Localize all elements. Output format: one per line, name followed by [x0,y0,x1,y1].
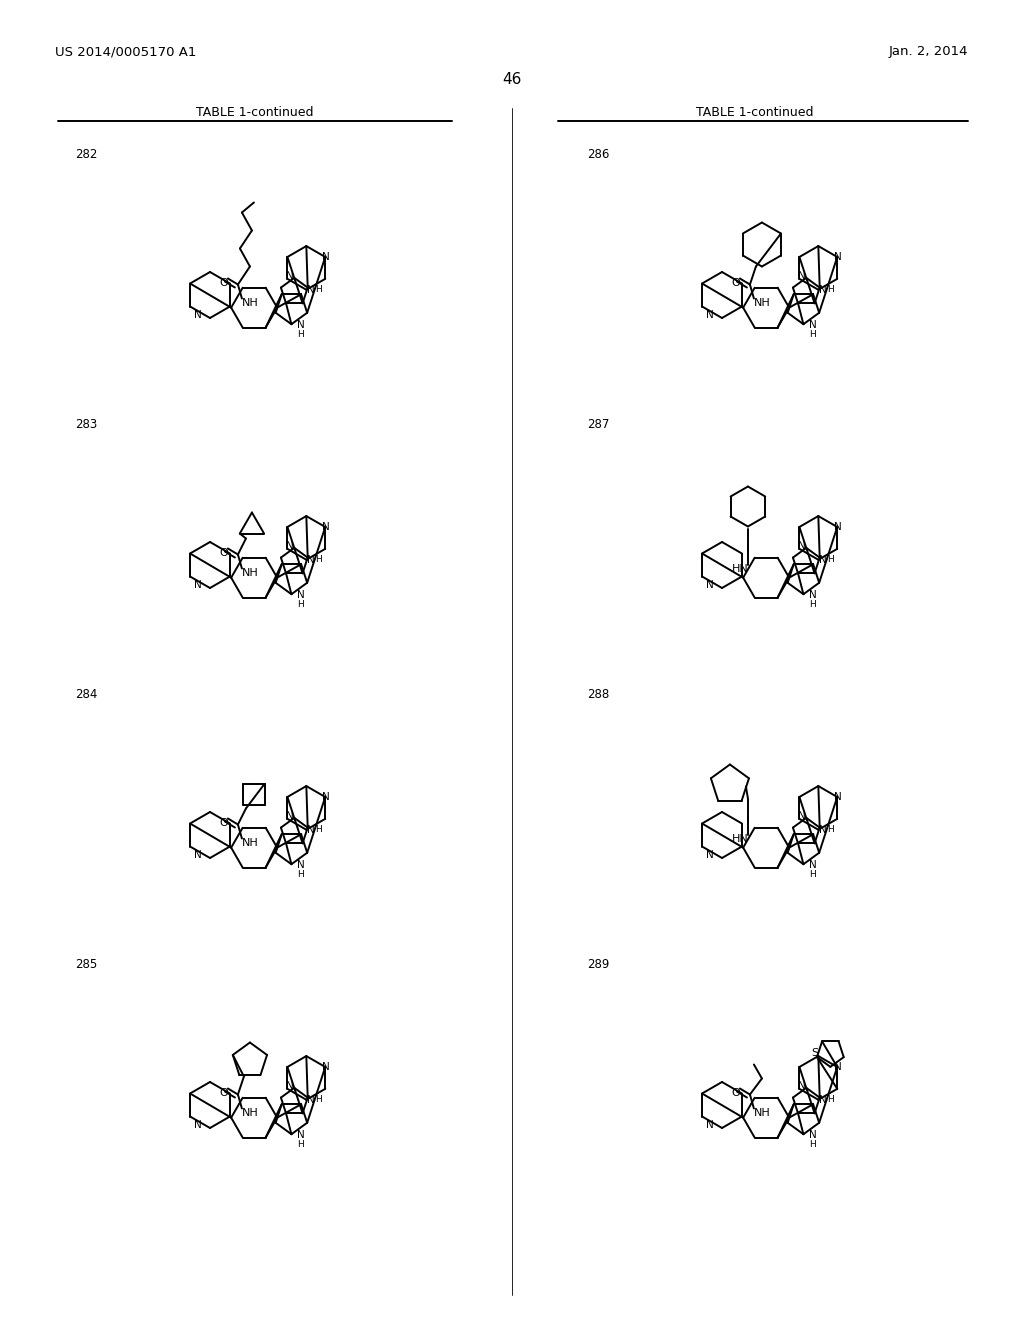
Text: N: N [297,861,304,870]
Text: NH: NH [242,1107,259,1118]
Text: H: H [297,601,304,610]
Text: H: H [827,1096,835,1105]
Text: Jan. 2, 2014: Jan. 2, 2014 [889,45,968,58]
Text: 288: 288 [587,689,609,701]
Text: H: H [827,825,835,834]
Text: N: N [287,272,294,281]
Text: S: S [811,1048,818,1057]
Text: NH: NH [754,1107,771,1118]
Text: N: N [799,541,806,552]
Text: H: H [809,330,816,339]
Text: N: N [834,521,842,532]
Text: 287: 287 [587,418,609,432]
Text: N: N [195,579,202,590]
Text: N: N [819,285,827,294]
Text: N: N [322,1061,330,1072]
Text: NH: NH [754,297,771,308]
Text: N: N [707,1119,714,1130]
Text: NH: NH [242,568,259,578]
Text: N: N [322,792,330,801]
Text: N: N [809,590,816,601]
Text: N: N [297,1130,304,1140]
Text: H: H [809,1140,816,1150]
Text: N: N [307,825,315,834]
Text: N: N [834,252,842,261]
Text: N: N [322,521,330,532]
Text: 283: 283 [75,418,97,432]
Text: N: N [819,825,827,834]
Text: TABLE 1-continued: TABLE 1-continued [696,107,814,120]
Text: H: H [315,825,323,834]
Text: N: N [307,554,315,565]
Text: TABLE 1-continued: TABLE 1-continued [197,107,313,120]
Text: 285: 285 [75,958,97,972]
Text: O: O [731,277,740,288]
Text: N: N [707,850,714,861]
Text: N: N [819,1094,827,1105]
Text: N: N [307,1094,315,1105]
Text: N: N [834,1061,842,1072]
Text: HN: HN [731,564,749,573]
Text: H: H [827,556,835,565]
Text: N: N [707,579,714,590]
Text: N: N [834,792,842,801]
Text: N: N [287,1081,294,1092]
Text: N: N [322,252,330,261]
Text: H: H [297,330,304,339]
Text: N: N [799,812,806,821]
Text: N: N [297,319,304,330]
Text: N: N [819,554,827,565]
Text: N: N [195,1119,202,1130]
Text: NH: NH [242,297,259,308]
Text: 284: 284 [75,689,97,701]
Text: N: N [799,272,806,281]
Text: 286: 286 [587,149,609,161]
Text: N: N [799,1081,806,1092]
Text: H: H [809,601,816,610]
Text: H: H [315,285,323,294]
Text: H: H [809,870,816,879]
Text: H: H [315,1096,323,1105]
Text: H: H [315,556,323,565]
Text: US 2014/0005170 A1: US 2014/0005170 A1 [55,45,197,58]
Text: N: N [297,590,304,601]
Text: O: O [219,817,228,828]
Text: NH: NH [242,837,259,847]
Text: O: O [219,548,228,557]
Text: N: N [809,861,816,870]
Text: N: N [307,285,315,294]
Text: O: O [219,1088,228,1097]
Text: N: N [287,812,294,821]
Text: N: N [707,310,714,319]
Text: H: H [827,285,835,294]
Text: 289: 289 [587,958,609,972]
Text: H: H [297,870,304,879]
Text: N: N [195,850,202,861]
Text: N: N [195,310,202,319]
Text: 282: 282 [75,149,97,161]
Text: 46: 46 [503,73,521,87]
Text: N: N [809,1130,816,1140]
Text: N: N [287,541,294,552]
Text: O: O [731,1088,740,1097]
Text: N: N [809,319,816,330]
Text: O: O [219,277,228,288]
Text: HN: HN [731,833,749,843]
Text: H: H [297,1140,304,1150]
